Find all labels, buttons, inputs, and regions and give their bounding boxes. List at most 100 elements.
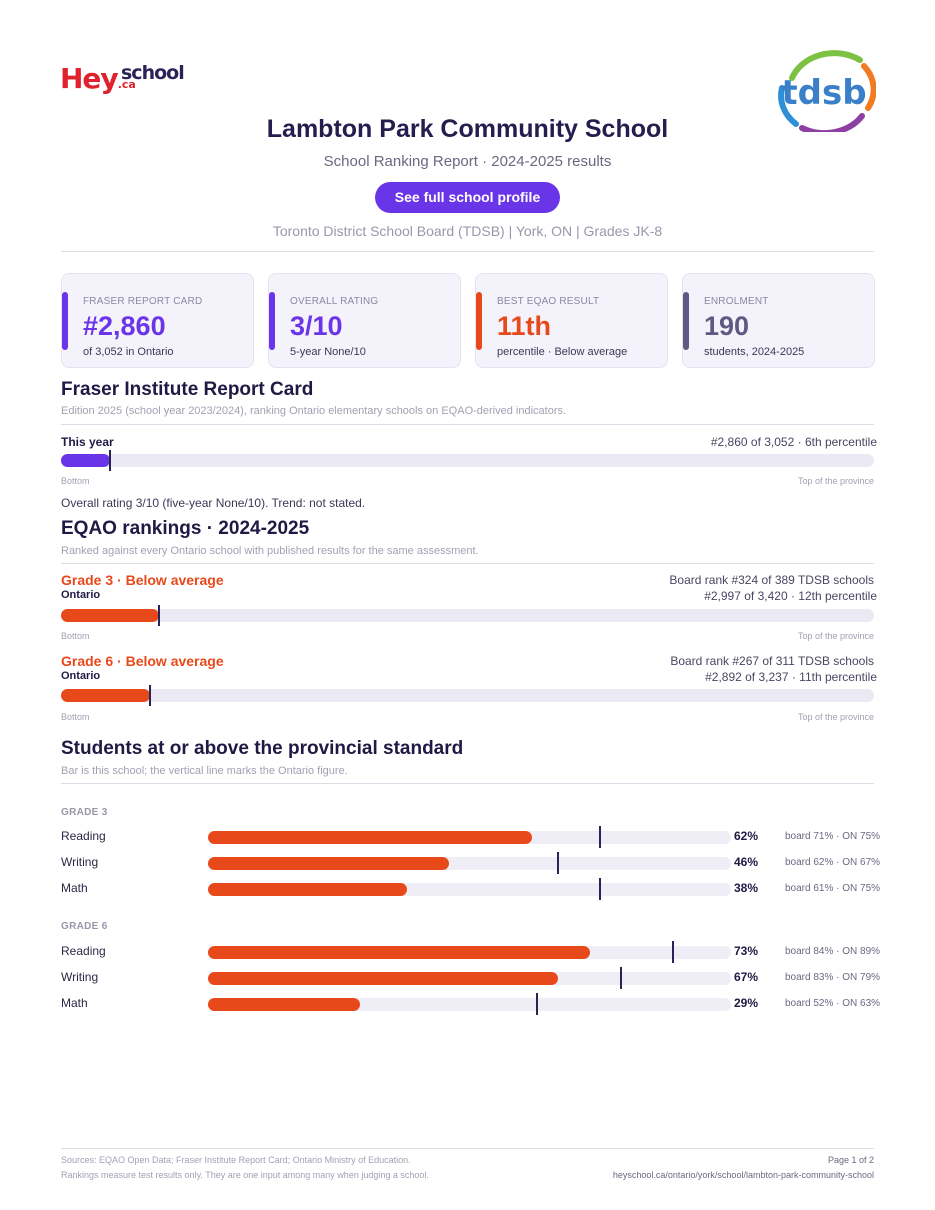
card-sub: of 3,052 in Ontario xyxy=(83,346,174,358)
school-fill xyxy=(208,831,533,844)
percentile-marker xyxy=(157,605,160,626)
grade3-group-label: GRADE 3 xyxy=(61,807,108,818)
standards-heading: Students at or above the provincial stan… xyxy=(61,738,464,759)
school-fill xyxy=(208,857,449,870)
card-sub: students, 2024-2025 xyxy=(704,346,805,358)
axis-top-label: Top of the province xyxy=(797,712,874,722)
card-label: FRASER REPORT CARD xyxy=(83,296,203,307)
school-profile-button[interactable]: See full school profile xyxy=(375,182,560,213)
ontario-marker xyxy=(620,967,623,989)
board-ontario-compare: board 62% · ON 67% xyxy=(785,857,881,868)
card-value: 11th xyxy=(497,311,552,341)
card-accent xyxy=(269,292,275,350)
eqao-grade6-scope: Ontario xyxy=(61,670,101,682)
standards-note: Bar is this school; the vertical line ma… xyxy=(61,765,348,777)
subject-label: Math xyxy=(61,996,88,1010)
school-pct: 67% xyxy=(734,970,759,984)
ontario-marker xyxy=(599,878,602,900)
standard-bar xyxy=(208,878,731,900)
eqao-grade6-title: Grade 6 · Below average xyxy=(61,653,224,669)
footer-sources: Sources: EQAO Open Data; Fraser Institut… xyxy=(61,1155,411,1165)
footer-url[interactable]: heyschool.ca/ontario/york/school/lambton… xyxy=(612,1170,874,1180)
subject-label: Reading xyxy=(61,944,106,958)
divider xyxy=(61,563,874,564)
eqao-grade6-percentile-bar xyxy=(61,685,874,706)
board-ontario-compare: board 83% · ON 79% xyxy=(785,972,881,983)
report-subtitle: School Ranking Report · 2024-2025 result… xyxy=(323,153,612,170)
logo-part-school: school xyxy=(121,62,185,84)
school-pct: 38% xyxy=(734,881,759,895)
axis-top-label: Top of the province xyxy=(797,476,874,486)
eqao-note: Ranked against every Ontario school with… xyxy=(61,545,479,557)
standard-bar xyxy=(208,993,731,1015)
card-fraser-rank: FRASER REPORT CARD #2,860 of 3,052 in On… xyxy=(61,273,254,368)
percentile-marker xyxy=(108,450,111,471)
percentile-fill xyxy=(61,609,159,622)
card-best-eqao: BEST EQAO RESULT 11th percentile · Below… xyxy=(475,273,668,368)
card-value: #2,860 xyxy=(83,311,166,341)
divider xyxy=(61,783,874,784)
page-title: Lambton Park Community School xyxy=(266,115,669,143)
tdsb-logo-text: tdsb xyxy=(781,73,866,113)
school-pct: 29% xyxy=(734,996,759,1010)
board-ontario-compare: board 61% · ON 75% xyxy=(785,883,881,894)
eqao-grade6-board-rank: Board rank #267 of 311 TDSB schools xyxy=(670,654,874,668)
ontario-marker xyxy=(557,852,560,874)
school-fill xyxy=(208,946,590,959)
logo-part-ca: .ca xyxy=(117,78,136,91)
card-value: 3/10 xyxy=(290,311,343,341)
school-fill xyxy=(208,883,407,896)
page-number: Page 1 of 2 xyxy=(827,1155,874,1165)
tdsb-logo: tdsb xyxy=(778,50,876,132)
ontario-marker xyxy=(599,826,602,848)
eqao-heading: EQAO rankings · 2024-2025 xyxy=(61,518,310,539)
standard-bar xyxy=(208,941,731,963)
standard-bar xyxy=(208,826,731,848)
eqao-grade3-percentile-bar xyxy=(61,605,874,626)
fraser-percentile-bar xyxy=(61,450,874,471)
card-value: 190 xyxy=(704,311,750,341)
card-accent xyxy=(683,292,689,350)
standard-bar xyxy=(208,967,731,989)
fraser-summary: Overall rating 3/10 (five-year None/10).… xyxy=(61,496,366,510)
divider xyxy=(61,424,874,425)
card-enrolment: ENROLMENT 190 students, 2024-2025 xyxy=(682,273,875,368)
divider xyxy=(61,251,874,252)
logo-part-hey: Hey xyxy=(60,62,119,95)
fraser-heading: Fraser Institute Report Card xyxy=(61,379,314,400)
card-label: BEST EQAO RESULT xyxy=(497,296,600,307)
card-accent xyxy=(476,292,482,350)
subject-label: Writing xyxy=(61,970,99,984)
eqao-grade3-ontario-rank: #2,997 of 3,420 · 12th percentile xyxy=(704,589,877,603)
board-ontario-compare: board 71% · ON 75% xyxy=(785,831,881,842)
axis-bottom-label: Bottom xyxy=(61,712,90,722)
school-fill xyxy=(208,998,360,1011)
standard-bar xyxy=(208,852,731,874)
card-sub: percentile · Below average xyxy=(497,346,628,358)
ontario-marker xyxy=(536,993,539,1015)
percentile-fill xyxy=(61,454,110,467)
school-pct: 73% xyxy=(734,944,759,958)
school-pct: 62% xyxy=(734,829,759,843)
school-fill xyxy=(208,972,559,985)
grade6-group-label: GRADE 6 xyxy=(61,921,108,932)
axis-top-label: Top of the province xyxy=(797,631,874,641)
subject-label: Math xyxy=(61,881,88,895)
board-ontario-compare: board 52% · ON 63% xyxy=(785,998,881,1009)
eqao-grade6-ontario-rank: #2,892 of 3,237 · 11th percentile xyxy=(705,670,877,684)
eqao-grade3-scope: Ontario xyxy=(61,589,101,601)
card-overall-rating: OVERALL RATING 3/10 5-year None/10 xyxy=(268,273,461,368)
board-ontario-compare: board 84% · ON 89% xyxy=(785,946,881,957)
heyschool-logo: Hey school .ca xyxy=(60,62,185,95)
percentile-fill xyxy=(61,689,151,702)
footer-disclaimer: Rankings measure test results only. They… xyxy=(61,1170,429,1180)
card-label: ENROLMENT xyxy=(704,296,769,307)
subject-label: Writing xyxy=(61,855,99,869)
ontario-marker xyxy=(672,941,675,963)
card-accent xyxy=(62,292,68,350)
axis-bottom-label: Bottom xyxy=(61,631,90,641)
subject-label: Reading xyxy=(61,829,106,843)
school-meta: Toronto District School Board (TDSB) | Y… xyxy=(272,223,663,239)
fraser-note: Edition 2025 (school year 2023/2024), ra… xyxy=(61,405,567,417)
fraser-rank-text: #2,860 of 3,052 · 6th percentile xyxy=(710,435,877,449)
